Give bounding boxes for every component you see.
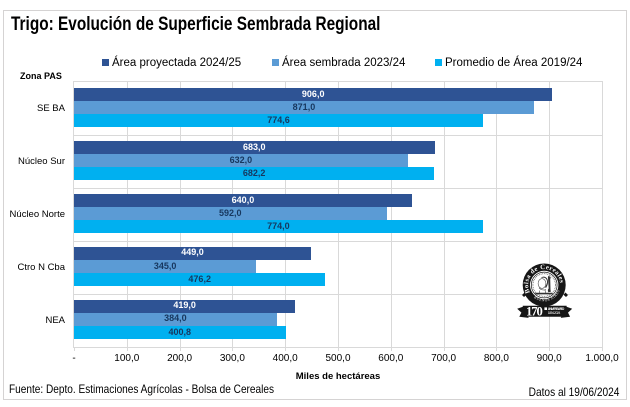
svg-text:170: 170 [526, 305, 543, 319]
svg-text:ANIVERSARIO: ANIVERSARIO [548, 307, 565, 311]
svg-text:1854-2024: 1854-2024 [548, 311, 561, 315]
